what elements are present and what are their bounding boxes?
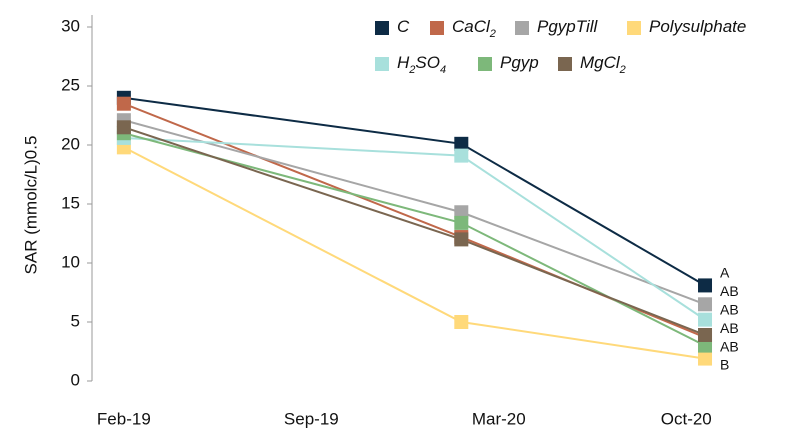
legend-label: CaCl2 [452, 17, 496, 39]
legend-swatch [375, 21, 389, 35]
y-tick-label: 30 [61, 16, 80, 35]
legend-swatch [478, 57, 492, 71]
y-axis-label: SAR (mmolc/L)0.5 [21, 136, 40, 275]
x-tick-label: Feb-19 [97, 409, 151, 428]
marker [454, 232, 469, 247]
marker [698, 351, 713, 366]
legend-label: PgypTill [537, 17, 599, 36]
annotation: AB [720, 283, 739, 299]
legend-swatch [627, 21, 641, 35]
annotation: AB [720, 320, 739, 336]
y-tick-label: 25 [61, 75, 80, 94]
legend-label: H2SO4 [397, 53, 446, 75]
legend-label: Polysulphate [649, 17, 746, 36]
series-line [123, 136, 706, 321]
marker [454, 315, 469, 329]
marker [454, 136, 469, 151]
annotation: AB [720, 338, 739, 354]
legend-label: MgCl2 [580, 53, 626, 75]
y-tick-label: 0 [71, 370, 80, 389]
annotation: A [720, 265, 730, 281]
x-tick-label: Mar-20 [472, 409, 526, 428]
marker [454, 215, 469, 230]
legend-swatch [515, 21, 529, 35]
y-tick-label: 10 [61, 252, 80, 271]
legend-label: C [397, 17, 410, 36]
x-tick-label: Sep-19 [284, 409, 339, 428]
legend-label: Pgyp [500, 53, 539, 72]
legend-swatch [430, 21, 444, 35]
series-line [123, 126, 706, 336]
marker [454, 205, 469, 220]
marker [116, 120, 131, 135]
marker [454, 148, 469, 163]
marker [698, 327, 713, 342]
series-line [123, 146, 706, 360]
series-line [123, 119, 706, 306]
annotation: AB [720, 302, 739, 318]
legend-swatch [375, 57, 389, 71]
series-line [123, 132, 706, 347]
y-tick-label: 15 [61, 193, 80, 212]
marker [698, 338, 713, 353]
marker [698, 297, 713, 312]
marker [698, 278, 713, 293]
y-tick-label: 20 [61, 134, 80, 153]
marker [116, 96, 131, 111]
marker [698, 312, 713, 327]
legend-swatch [558, 57, 572, 71]
annotation: B [720, 357, 729, 373]
y-tick-label: 5 [71, 311, 80, 330]
x-tick-label: Oct-20 [661, 409, 712, 428]
